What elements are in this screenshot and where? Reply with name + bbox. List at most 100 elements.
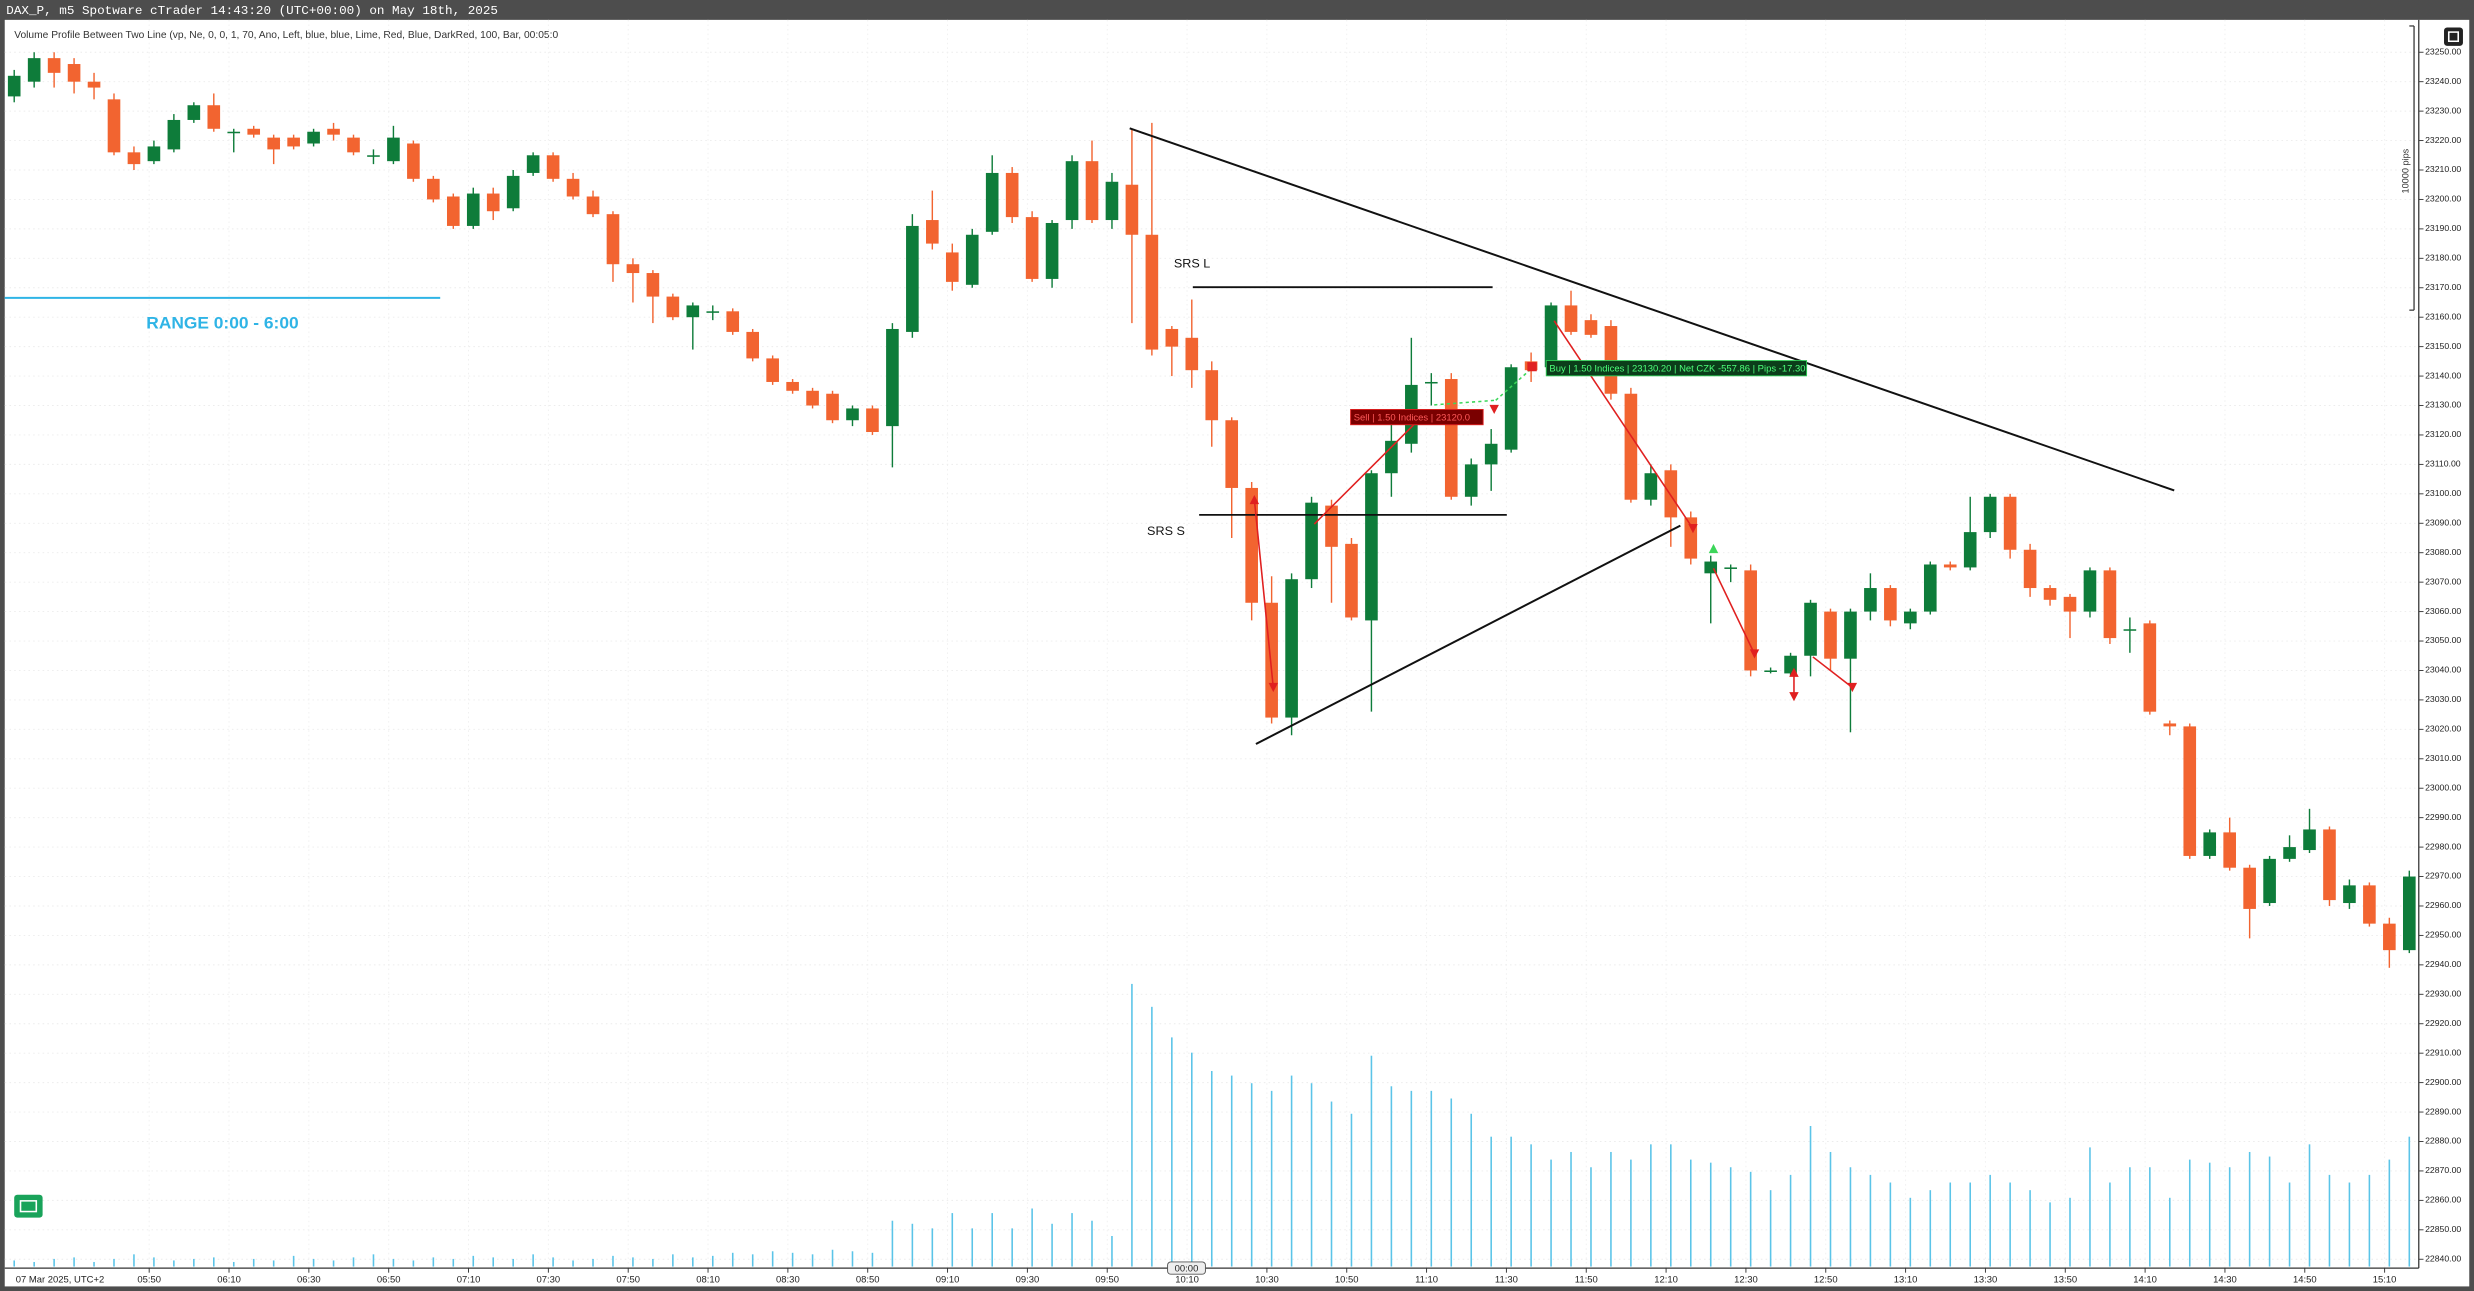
- volume-bar: [1051, 1223, 1053, 1267]
- volume-bar: [1410, 1090, 1413, 1267]
- candle-body: [267, 137, 280, 150]
- candle-body: [327, 128, 340, 135]
- volume-bar: [1490, 1136, 1492, 1267]
- x-tick-label: 10:10: [1175, 1275, 1199, 1285]
- y-tick-label: 23010.00: [2425, 753, 2461, 763]
- x-tick-label: 07:50: [616, 1275, 640, 1285]
- x-tick-label: 12:30: [1734, 1275, 1758, 1285]
- volume-bar: [1809, 1125, 1812, 1267]
- candle-body: [666, 296, 680, 318]
- marker: [1527, 362, 1537, 372]
- trend-line: [1129, 127, 2175, 492]
- y-tick-label: 22890.00: [2425, 1106, 2461, 1116]
- buy-label: Buy | 1.50 Indices | 23130.20 | Net CZK …: [1549, 364, 1805, 374]
- x-tick-label: 11:50: [1575, 1275, 1598, 1285]
- volume-bar: [572, 1260, 574, 1267]
- screenshot-icon[interactable]: [2444, 27, 2463, 46]
- volume-bar: [931, 1228, 934, 1267]
- candle-body: [1664, 470, 1678, 518]
- volume-bar: [2268, 1156, 2271, 1267]
- volume-bar: [891, 1220, 894, 1267]
- volume-bar: [173, 1260, 175, 1267]
- x-tick-label: 12:10: [1654, 1275, 1678, 1285]
- y-tick-label: 23110.00: [2425, 459, 2461, 469]
- volume-bar: [2328, 1174, 2331, 1267]
- candle-body: [407, 143, 420, 179]
- volume-bar: [831, 1249, 834, 1267]
- x-tick-label: 13:10: [1894, 1275, 1918, 1285]
- y-tick-label: 22850.00: [2425, 1224, 2461, 1234]
- candle-body: [2343, 885, 2356, 904]
- marker: [1268, 682, 1279, 693]
- candle-body: [1584, 320, 1598, 335]
- volume-bar: [731, 1252, 734, 1267]
- y-tick-label: 22970.00: [2425, 871, 2461, 881]
- candle-body: [486, 193, 500, 212]
- y-tick-label: 22960.00: [2425, 900, 2461, 910]
- volume-bar: [1769, 1190, 1772, 1267]
- candle-body: [427, 178, 440, 200]
- candle-body: [1424, 381, 1438, 384]
- candle-body: [1045, 222, 1059, 279]
- candle-body: [1684, 517, 1698, 559]
- volume-bar: [252, 1258, 255, 1267]
- trade-line: [1313, 422, 1416, 525]
- plot-area: [4, 19, 2470, 1287]
- volume-bar: [53, 1258, 55, 1267]
- x-tick-label: 06:50: [377, 1275, 401, 1285]
- volume-bar: [1470, 1113, 1473, 1267]
- candle-body: [1504, 367, 1518, 450]
- volume-bar: [851, 1251, 854, 1267]
- volume-bar: [2228, 1167, 2231, 1267]
- y-tick-label: 23150.00: [2425, 341, 2461, 351]
- buy-label-box: [1545, 360, 1808, 377]
- volume-bar: [1390, 1086, 1393, 1267]
- y-tick-label: 23000.00: [2425, 783, 2461, 793]
- volume-bar: [1869, 1174, 1872, 1267]
- volume-bar: [692, 1257, 694, 1267]
- volume-bar: [232, 1261, 235, 1267]
- candle-body: [1904, 611, 1917, 624]
- x-tick-label: 07:10: [457, 1275, 481, 1285]
- y-tick-label: 23190.00: [2425, 223, 2461, 233]
- candle-body: [926, 220, 939, 244]
- candle-body: [1923, 564, 1937, 612]
- x-tick-label: 08:30: [776, 1275, 800, 1285]
- volume-bar: [1290, 1075, 1293, 1267]
- x-tick-label: 13:50: [2053, 1275, 2077, 1285]
- volume-bar: [1829, 1151, 1832, 1267]
- candle-body: [586, 196, 600, 215]
- x-tick-label: 10:50: [1335, 1275, 1359, 1285]
- candle-body: [646, 273, 660, 297]
- candle-body: [2023, 549, 2037, 589]
- y-tick-label: 22910.00: [2425, 1048, 2461, 1058]
- volume-bar: [193, 1258, 195, 1267]
- y-tick-label: 22920.00: [2425, 1018, 2461, 1028]
- candle-body: [766, 358, 779, 382]
- y-tick-label: 23250.00: [2425, 47, 2461, 57]
- candle-body: [1804, 602, 1817, 656]
- volume-bar: [811, 1254, 814, 1267]
- y-tick-label: 23030.00: [2425, 694, 2461, 704]
- volume-bar: [791, 1252, 794, 1267]
- time-cursor-label: 00:00: [1175, 1263, 1199, 1273]
- volume-bar: [1590, 1167, 1592, 1267]
- volume-bar: [472, 1255, 475, 1267]
- trade-markers: [1249, 362, 1858, 702]
- candle-body: [1704, 561, 1718, 574]
- candle-body: [2303, 829, 2316, 851]
- volume-bar: [1889, 1182, 1892, 1267]
- volume-bar: [1111, 1235, 1113, 1267]
- candle-body: [726, 311, 740, 332]
- candle-body: [626, 264, 640, 274]
- candle-body: [2163, 723, 2177, 727]
- volume-bar: [1630, 1159, 1632, 1267]
- candle-body: [1544, 305, 1558, 368]
- trade-panel-icon[interactable]: [14, 1194, 43, 1218]
- candle-body: [1365, 473, 1378, 621]
- volume-bar: [1310, 1083, 1313, 1267]
- y-tick-label: 23060.00: [2425, 606, 2461, 616]
- candle-body: [1564, 305, 1578, 332]
- candle-body: [1744, 570, 1757, 671]
- volume-bar: [1151, 1006, 1153, 1267]
